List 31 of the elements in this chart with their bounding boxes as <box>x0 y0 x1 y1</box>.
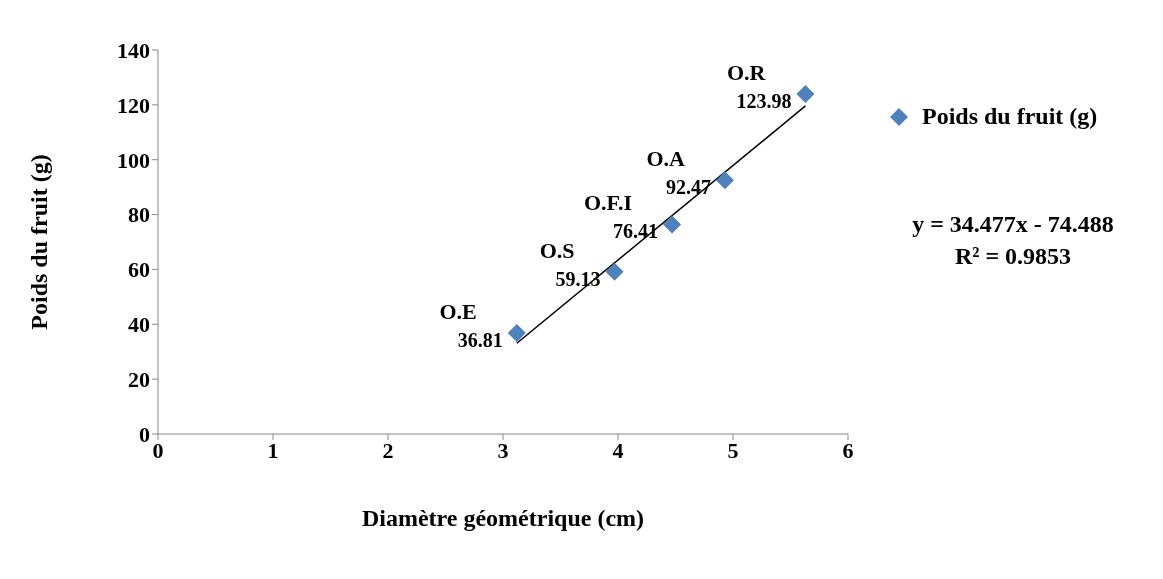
y-tick-label: 0 <box>139 421 150 447</box>
point <box>507 324 526 343</box>
point <box>796 84 815 103</box>
text: R² = 0.9853 <box>953 242 1073 271</box>
y-tick-label: 60 <box>128 257 150 283</box>
data-label: 36.81 <box>457 329 503 352</box>
annotation: O.A <box>646 146 686 172</box>
point <box>605 262 624 281</box>
annotation: O.R <box>726 59 767 85</box>
x-axis-title: Diamètre géométrique (cm) <box>361 505 645 531</box>
data-label: 123.98 <box>736 89 792 112</box>
y-tick-label: 100 <box>117 147 150 173</box>
point <box>663 215 682 234</box>
y-tick-label: 140 <box>117 37 150 63</box>
x-tick-label: 2 <box>382 437 394 463</box>
y-axis-title: Poids du fruit (g) <box>25 154 52 330</box>
annotation: O.F.I <box>583 190 633 216</box>
x-tick-label: 4 <box>612 437 624 463</box>
point <box>715 171 734 190</box>
annotation: O.S <box>539 237 575 263</box>
y-tick-label: 120 <box>117 92 150 118</box>
legend-label: Poids du fruit (g) <box>922 103 1098 130</box>
x-tick-label: 5 <box>727 437 739 463</box>
x-tick-label: 3 <box>497 437 509 463</box>
x-tick-label: 1 <box>267 437 279 463</box>
y-tick-label: 80 <box>128 202 150 228</box>
y-tick-label: 40 <box>128 312 150 338</box>
text: y = 34.477x - 74.488 <box>911 210 1115 239</box>
y-tick-label: 20 <box>128 366 150 392</box>
annotation: O.E <box>439 299 477 325</box>
x-tick-label: 6 <box>842 437 854 463</box>
